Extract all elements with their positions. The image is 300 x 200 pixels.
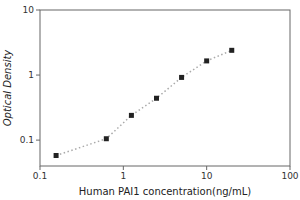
y-tick xyxy=(36,10,40,11)
chart-container: 0.1 1 10 100 0.1 1 10 Human PAI1 concentration(… xyxy=(0,0,300,200)
data-point xyxy=(54,153,59,158)
y-tick-label: 10 xyxy=(23,5,35,15)
data-point xyxy=(204,58,209,63)
plot-frame xyxy=(40,10,290,166)
x-tick xyxy=(206,166,207,170)
data-point xyxy=(229,48,234,53)
data-point xyxy=(104,136,109,141)
x-tick xyxy=(290,166,291,170)
x-tick-label: 1 xyxy=(120,171,126,181)
x-tick xyxy=(123,166,124,170)
chart: 0.1 1 10 100 0.1 1 10 Human PAI1 concentration(… xyxy=(0,0,300,200)
y-tick xyxy=(36,140,40,141)
data-point xyxy=(179,75,184,80)
y-axis-label: Optical Density xyxy=(2,49,13,127)
x-axis-label: Human PAI1 concentration(ng/mL) xyxy=(79,186,251,197)
x-tick-label: 100 xyxy=(281,171,298,181)
y-tick-label: 1 xyxy=(28,70,34,80)
x-tick-label: 0.1 xyxy=(33,171,47,181)
x-tick xyxy=(40,166,41,170)
y-tick xyxy=(36,75,40,76)
data-point xyxy=(154,96,159,101)
data-line xyxy=(56,50,232,155)
plot-area xyxy=(54,48,235,158)
x-tick-label: 10 xyxy=(201,171,213,181)
y-tick-label: 0.1 xyxy=(20,135,34,145)
data-point xyxy=(129,113,134,118)
